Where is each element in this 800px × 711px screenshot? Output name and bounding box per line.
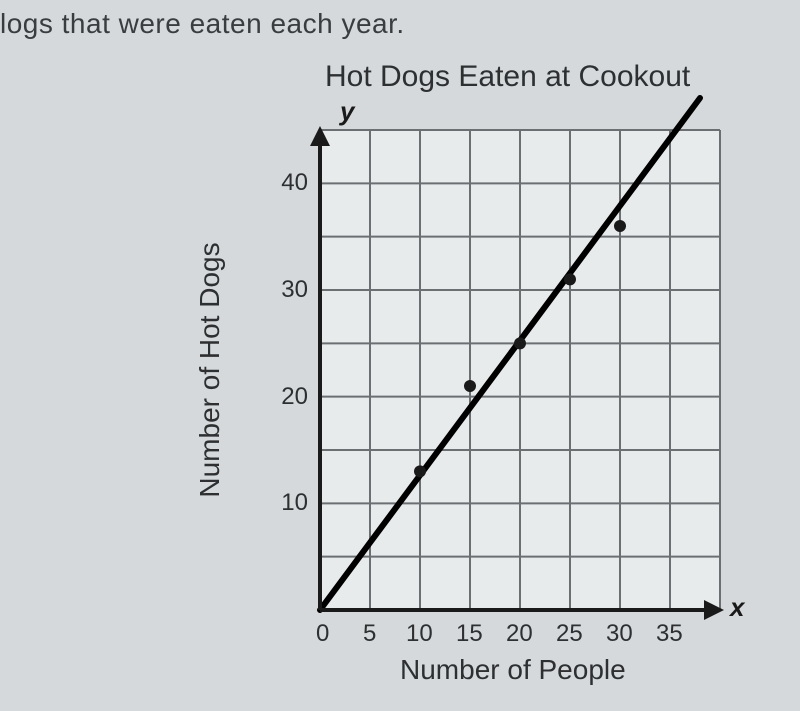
chart-svg <box>120 60 760 700</box>
context-text: logs that were eaten each year. <box>0 8 405 40</box>
x-axis-letter: x <box>730 592 744 623</box>
data-point <box>614 220 626 232</box>
x-tick-label: 30 <box>606 620 633 648</box>
data-point <box>464 380 476 392</box>
page-root: logs that were eaten each year. Hot Dogs… <box>0 0 800 711</box>
data-point <box>414 465 426 477</box>
x-tick-label: 35 <box>656 620 683 648</box>
data-point <box>564 273 576 285</box>
origin-label: 0 <box>316 620 329 648</box>
x-tick-label: 20 <box>506 620 533 648</box>
chart-container: Hot Dogs Eaten at Cookout y Number of Ho… <box>120 60 760 700</box>
data-point <box>514 337 526 349</box>
x-tick-label: 5 <box>363 620 376 648</box>
x-tick-label: 10 <box>406 620 433 648</box>
y-tick-label: 30 <box>281 276 308 304</box>
y-tick-label: 40 <box>281 169 308 197</box>
y-tick-label: 10 <box>281 489 308 517</box>
x-axis-label: Number of People <box>400 654 626 686</box>
x-tick-label: 25 <box>556 620 583 648</box>
y-tick-label: 20 <box>281 383 308 411</box>
x-tick-label: 15 <box>456 620 483 648</box>
